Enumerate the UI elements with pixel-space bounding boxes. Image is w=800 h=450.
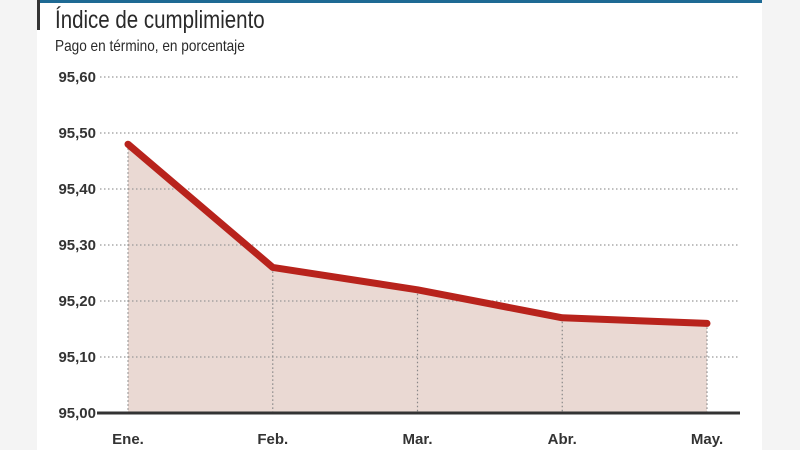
y-tick-label: 95,40: [58, 181, 96, 198]
area-fill: [128, 144, 707, 413]
chart-subtitle: Pago en término, en porcentaje: [55, 38, 245, 55]
y-tick-label: 95,30: [58, 237, 96, 254]
title-accent-bar: [37, 0, 40, 30]
header-bar: [37, 0, 762, 3]
x-tick-label: Abr.: [548, 431, 577, 448]
y-tick-label: 95,20: [58, 293, 96, 310]
x-tick-label: Mar.: [402, 431, 432, 448]
y-tick-label: 95,60: [58, 69, 96, 86]
y-tick-label: 95,00: [58, 405, 96, 422]
y-tick-label: 95,50: [58, 125, 96, 142]
chart-title: Índice de cumplimiento: [55, 6, 265, 34]
x-tick-label: Feb.: [257, 431, 288, 448]
x-tick-label: Ene.: [112, 431, 144, 448]
y-tick-label: 95,10: [58, 349, 96, 366]
x-tick-label: May.: [691, 431, 723, 448]
